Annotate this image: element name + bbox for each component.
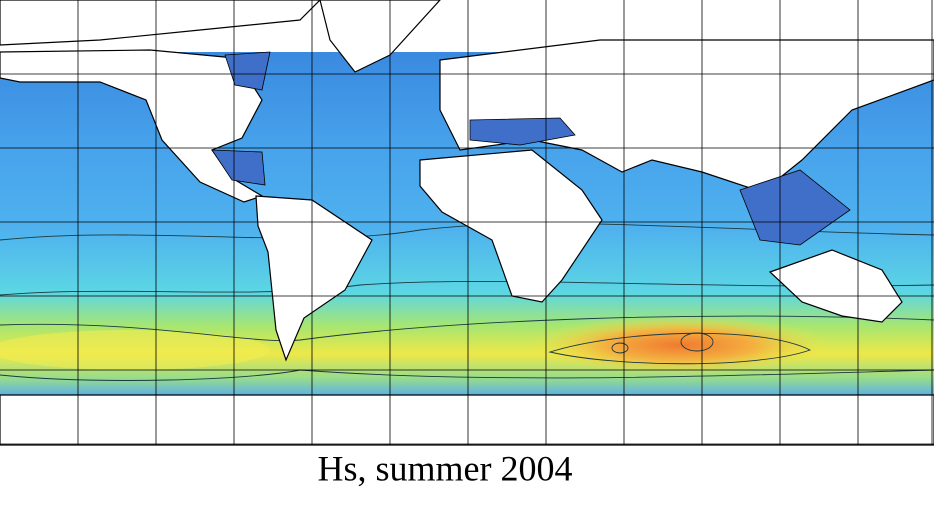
gulf-of-mexico xyxy=(211,149,266,186)
arctic-land xyxy=(0,0,321,46)
contour xyxy=(611,342,629,354)
contour xyxy=(680,332,714,352)
contours xyxy=(0,223,934,381)
contour xyxy=(0,223,934,241)
contour xyxy=(0,369,934,381)
contour xyxy=(0,315,934,342)
contour xyxy=(548,332,812,365)
australia xyxy=(768,249,903,323)
africa xyxy=(419,149,603,303)
south-america xyxy=(255,195,373,362)
high-wave-zone xyxy=(530,315,830,375)
contour xyxy=(0,281,934,296)
indonesian-seas xyxy=(739,169,851,246)
antarctica xyxy=(0,394,934,446)
mediterranean xyxy=(469,117,576,146)
high-wave-zone xyxy=(0,330,270,370)
greenland xyxy=(319,0,441,73)
caption: Hs, summer 2004 xyxy=(318,448,573,488)
continents xyxy=(0,0,934,446)
graticule xyxy=(0,0,934,445)
hudson-bay xyxy=(224,51,271,91)
